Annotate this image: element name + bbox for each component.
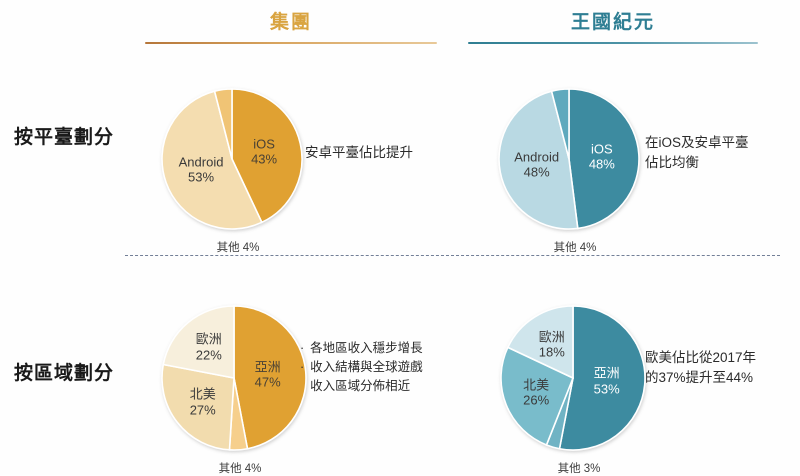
bullet-dot-icon: ·	[300, 341, 305, 355]
pie-svg	[161, 305, 307, 451]
pie-wrapper: iOS 43% Android 53% 其他 4%	[158, 85, 306, 254]
annotation-kingdom-region: 歐美佔比從2017年 的37%提升至44%	[645, 350, 757, 385]
column-header-group: 集團	[145, 8, 437, 44]
pie-slice	[500, 346, 575, 446]
pie-chart-kingdom-platform: iOS 48% Android 48% 其他 4%	[495, 85, 643, 254]
column-header-kingdom-title: 王國紀元	[570, 12, 655, 33]
row-label-by-platform: 按平臺劃分	[14, 127, 115, 148]
pie-wrapper: 亞洲 47% 北美 27% 歐洲 22% 其他 4%	[158, 302, 310, 475]
pie-wrapper: 亞洲 53% 北美 26% 歐洲 18% 其他 3%	[497, 302, 649, 475]
annotation-group-region-bullets: · 各地區收入穩步增長 · 收入結構與全球遊戲 收入區域分佈相近	[300, 339, 423, 395]
pie-other-label: 其他 4%	[216, 242, 260, 254]
row-label-by-region: 按區域劃分	[14, 363, 115, 384]
pie-chart-group-region: 亞洲 47% 北美 27% 歐洲 22% 其他 4%	[158, 302, 310, 475]
pie-svg	[500, 305, 646, 451]
pie-slice	[231, 88, 303, 224]
pie-slice	[568, 88, 640, 230]
pie-slice	[161, 90, 263, 230]
column-header-kingdom-underline	[468, 42, 758, 44]
pie-svg	[161, 88, 303, 230]
pie-slice	[233, 305, 307, 450]
pie-slice	[558, 305, 646, 451]
pie-slice	[213, 88, 233, 160]
annotation-kingdom-platform: 在iOS及安卓平臺 佔比均衡	[645, 135, 749, 170]
bullet-dot-icon: ·	[300, 359, 305, 374]
section-divider	[125, 255, 780, 256]
bullet-text: 收入結構與全球遊戲 收入區域分佈相近	[310, 359, 423, 393]
bullet-item: · 收入結構與全球遊戲 收入區域分佈相近	[300, 358, 423, 396]
column-header-group-underline	[145, 42, 437, 44]
column-header-group-title: 集團	[269, 12, 312, 33]
pie-other-label: 其他 3%	[557, 463, 601, 475]
pie-svg	[498, 88, 640, 230]
pie-wrapper: iOS 48% Android 48% 其他 4%	[495, 85, 643, 254]
pie-chart-kingdom-region: 亞洲 53% 北美 26% 歐洲 18% 其他 3%	[497, 302, 649, 475]
bullet-text: 各地區收入穩步增長	[310, 341, 423, 355]
bullet-item: · 各地區收入穩步增長	[300, 339, 423, 358]
pie-slice	[506, 305, 574, 380]
column-header-kingdom: 王國紀元	[468, 8, 758, 44]
pie-slice	[161, 363, 235, 451]
pie-chart-group-platform: iOS 43% Android 53% 其他 4%	[158, 85, 306, 254]
pie-slice	[162, 305, 235, 379]
pie-other-label: 其他 4%	[553, 242, 597, 254]
annotation-group-platform: 安卓平臺佔比提升	[305, 145, 413, 160]
pie-other-label: 其他 4%	[218, 463, 262, 475]
pie-slice	[550, 88, 570, 160]
pie-slice	[498, 90, 579, 230]
